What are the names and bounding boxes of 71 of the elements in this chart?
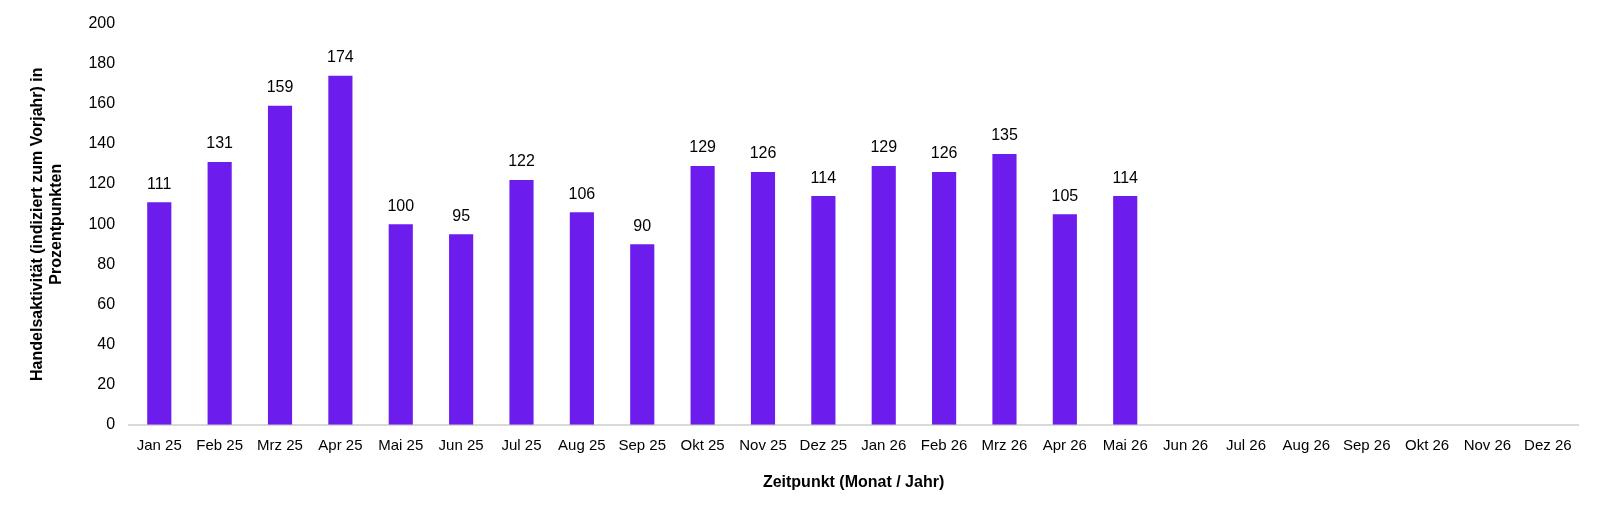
x-tick-label: Feb 26 (920, 435, 968, 453)
y-tick-label: 40 (97, 334, 116, 352)
y-tick-label: 80 (97, 254, 116, 272)
bar (630, 244, 655, 425)
x-tick-label: Jul 25 (501, 435, 542, 453)
x-axis-title: Zeitpunkt (Monat / Jahr) (762, 472, 945, 490)
x-tick-label: Sep 25 (618, 435, 667, 453)
x-tick-label: Mrz 25 (257, 435, 303, 453)
bar (267, 105, 293, 425)
data-label: 105 (1051, 186, 1079, 204)
x-tick-label: Mai 26 (1102, 435, 1148, 453)
data-label: 159 (266, 78, 294, 96)
x-tick-label: Dez 26 (1524, 435, 1572, 453)
y-tick-label: 20 (97, 375, 116, 393)
x-tick-label: Jan 26 (861, 435, 907, 453)
x-tick-label: Aug 26 (1282, 435, 1331, 453)
data-label: 174 (327, 48, 354, 66)
x-tick-label: Mrz 26 (981, 435, 1028, 453)
x-tick-label: Feb 25 (196, 435, 243, 453)
y-tick-label: 180 (88, 54, 116, 72)
y-tick-label: 160 (88, 94, 116, 112)
bar (207, 162, 232, 425)
data-label: 129 (689, 138, 717, 156)
y-tick-label: 140 (88, 134, 116, 152)
bar (147, 202, 172, 425)
y-tick-label: 0 (106, 415, 116, 433)
bar (449, 234, 474, 425)
bar (750, 172, 776, 425)
data-label: 106 (568, 184, 596, 202)
bar (871, 166, 896, 425)
x-tick-label: Jun 25 (438, 435, 484, 453)
x-tick-label: Jan 25 (136, 435, 182, 453)
data-label: 135 (991, 126, 1018, 144)
data-label: 114 (810, 168, 837, 186)
bar (690, 166, 715, 425)
data-label: 100 (387, 196, 415, 214)
x-tick-label: Okt 25 (680, 435, 725, 453)
bar (811, 196, 836, 425)
x-tick-label: Nov 25 (739, 435, 787, 453)
data-label: 90 (633, 216, 652, 234)
data-label: 95 (452, 206, 471, 224)
bar (509, 180, 534, 425)
x-tick-label: Jun 26 (1163, 435, 1209, 453)
data-label: 126 (930, 144, 958, 162)
x-tick-label: Nov 26 (1463, 435, 1512, 453)
bar (992, 153, 1017, 425)
x-tick-label: Apr 25 (318, 435, 363, 453)
data-label: 122 (508, 152, 535, 170)
x-tick-label: Okt 26 (1404, 435, 1450, 453)
bar (569, 212, 594, 425)
bar (328, 75, 353, 425)
bar (1052, 214, 1077, 425)
data-label: 131 (206, 134, 234, 152)
x-tick-label: Apr 26 (1042, 435, 1087, 453)
y-tick-label: 60 (97, 294, 116, 312)
data-label: 111 (147, 174, 172, 192)
bar (932, 172, 957, 425)
data-label: 129 (870, 138, 898, 156)
x-tick-label: Mai 25 (378, 435, 424, 453)
x-tick-label: Jul 26 (1225, 435, 1266, 453)
data-label: 126 (749, 144, 777, 162)
y-tick-label: 200 (88, 14, 116, 32)
x-tick-label: Sep 26 (1342, 435, 1391, 453)
data-label: 114 (1112, 168, 1139, 186)
x-tick-label: Dez 25 (799, 435, 848, 453)
x-tick-label: Aug 25 (558, 435, 606, 453)
bar (388, 224, 413, 425)
bar (1113, 196, 1138, 425)
y-axis-title: Handelsaktivität (indiziert zum Vorjahr) in Prozentpunkten (28, 67, 65, 381)
y-tick-label: 100 (88, 214, 116, 232)
y-tick-label: 120 (88, 174, 116, 192)
